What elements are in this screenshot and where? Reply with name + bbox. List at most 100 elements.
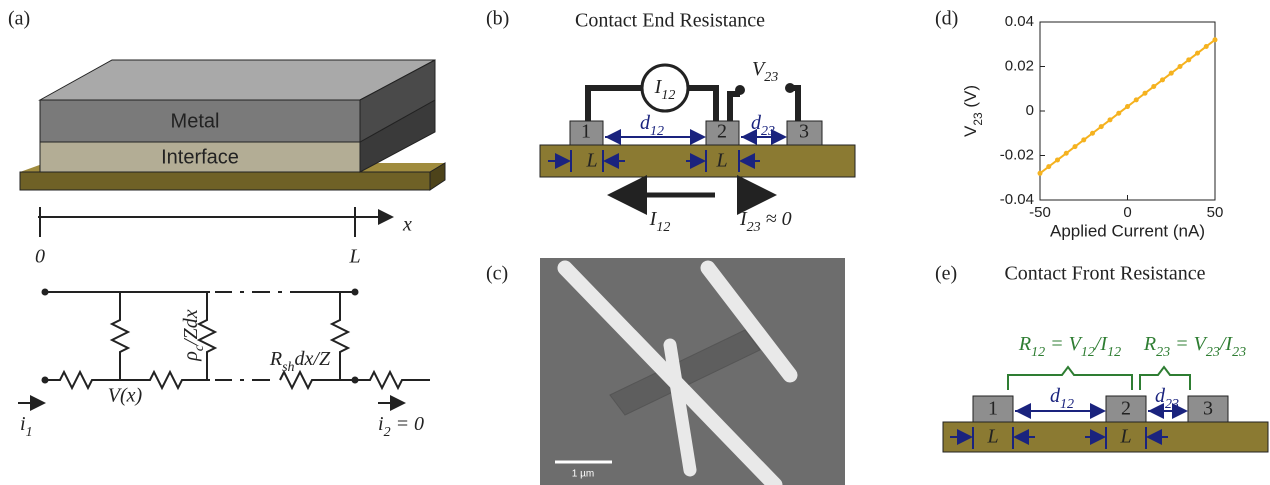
data-point: [1073, 144, 1078, 149]
gap-label: d12: [1050, 385, 1074, 412]
panel-label: (e): [935, 263, 957, 285]
text-part: dx/Z: [295, 348, 331, 370]
scale-bar-label: 1 µm: [572, 469, 594, 480]
text-part: 23: [747, 220, 761, 235]
panel-label: (a): [8, 8, 30, 30]
panel-label: (b): [486, 8, 509, 30]
data-point: [1134, 97, 1139, 102]
circuit: [18, 289, 430, 404]
x-tick-label: -50: [1029, 204, 1051, 221]
x-axis-label: Applied Current (nA): [1050, 221, 1205, 240]
formula: R23 = V23/I23: [1143, 333, 1246, 360]
current-label: i2 = 0: [378, 413, 424, 440]
length-label: L: [585, 150, 597, 172]
data-point: [1195, 51, 1200, 56]
pad-label: 3: [799, 121, 809, 143]
page: (a) Metal Interface x 0 L ρc/Zdx Rshdx/Z…: [0, 0, 1270, 485]
current-label: i1: [20, 413, 33, 440]
text-part: 12: [1107, 345, 1121, 360]
formula: R12 = V12/I12: [1018, 333, 1121, 360]
axis-end: L: [348, 246, 360, 268]
text-part: V: [961, 125, 980, 137]
x-tick-label: 50: [1207, 204, 1224, 221]
data-point: [1099, 124, 1104, 129]
text-part: 12: [1031, 345, 1045, 360]
text-part: 23: [1156, 345, 1170, 360]
y-tick-label: -0.02: [1000, 146, 1034, 163]
sem-image: [540, 258, 845, 485]
data-point: [1125, 104, 1130, 109]
text-part: 12: [650, 124, 664, 139]
text-part: 2: [384, 425, 391, 440]
data-point: [1038, 171, 1043, 176]
length-label: L: [986, 426, 998, 448]
current-label: I23 ≈ 0: [739, 208, 792, 235]
data-point: [1143, 91, 1148, 96]
axis-var: x: [402, 214, 412, 236]
pad-label: 3: [1203, 398, 1213, 420]
text-part: = 0: [391, 413, 425, 435]
panel-label: (c): [486, 263, 508, 285]
plot-frame: [1040, 22, 1215, 200]
data-point: [1064, 151, 1069, 156]
probe-label: V23: [752, 58, 778, 85]
gap-label: d23: [751, 112, 775, 139]
figure: (a) Metal Interface x 0 L ρc/Zdx Rshdx/Z…: [0, 0, 1270, 485]
text-part: 23: [1232, 345, 1246, 360]
data-point: [1090, 131, 1095, 136]
axis-start: 0: [35, 246, 45, 268]
data-point: [1081, 137, 1086, 142]
current-label: I12: [649, 208, 671, 235]
x-tick-label: 0: [1123, 204, 1131, 221]
text-part: 23: [1206, 345, 1220, 360]
text-part: 12: [656, 220, 670, 235]
text-part: 23: [971, 112, 985, 126]
text-part: 1: [26, 425, 33, 440]
data-point: [1151, 84, 1156, 89]
node-label: V(x): [108, 385, 143, 407]
length-label: L: [1119, 426, 1131, 448]
text-part: R: [1018, 333, 1031, 355]
layer-label: Interface: [161, 146, 239, 168]
gap-label: d23: [1155, 385, 1179, 412]
data-point: [1178, 64, 1183, 69]
panel-title: Contact End Resistance: [575, 10, 765, 32]
y-axis-label: V23 (V): [961, 85, 985, 137]
text-part: 12: [661, 88, 675, 103]
data-point: [1169, 71, 1174, 76]
data-point: [1046, 164, 1051, 169]
pad-label: 2: [1121, 398, 1131, 420]
data-point: [1213, 37, 1218, 42]
element-label: ρc/Zdx: [180, 309, 207, 362]
panel-label: (d): [935, 8, 958, 30]
data-point: [1055, 157, 1060, 162]
data-point: [1204, 44, 1209, 49]
text-part: ≈ 0: [761, 208, 792, 230]
panel-title: Contact Front Resistance: [1004, 263, 1205, 285]
y-tick-label: 0: [1026, 102, 1034, 119]
text-part: 23: [1165, 397, 1179, 412]
pad-label: 1: [988, 398, 998, 420]
length-label: L: [715, 150, 727, 172]
text-part: (V): [961, 85, 980, 112]
y-tick-label: 0.02: [1005, 57, 1034, 74]
pad-label: 1: [581, 121, 591, 143]
text-part: sh: [282, 360, 294, 375]
layer-label: Metal: [171, 110, 220, 132]
text-part: 23: [761, 124, 775, 139]
data-point: [1108, 117, 1113, 122]
pad-label: 2: [717, 121, 727, 143]
text-part: ρ: [180, 351, 202, 362]
text-part: R: [1143, 333, 1156, 355]
gap-label: d12: [640, 112, 664, 139]
text-part: = V: [1045, 333, 1083, 355]
data-point: [1160, 77, 1165, 82]
y-tick-label: 0.04: [1005, 13, 1034, 30]
device-3d: [20, 60, 445, 190]
data-point: [1116, 111, 1121, 116]
text-part: = V: [1170, 333, 1208, 355]
text-part: 12: [1081, 345, 1095, 360]
text-part: R: [269, 348, 282, 370]
text-part: 12: [1060, 397, 1074, 412]
